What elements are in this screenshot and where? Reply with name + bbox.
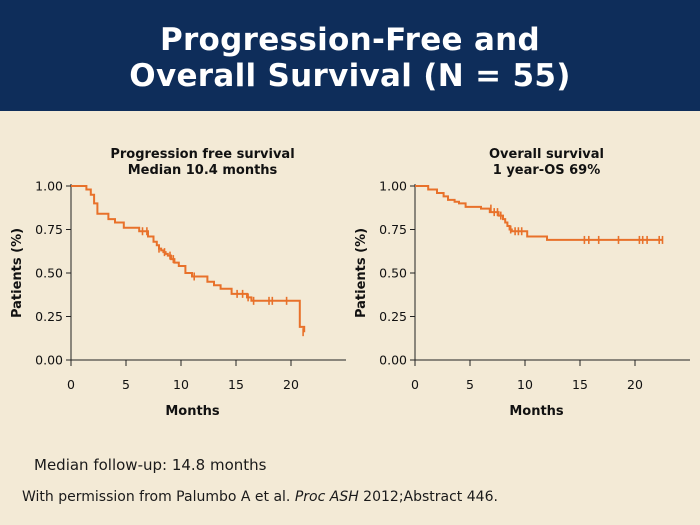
os-y-axis-label: Patients (%) <box>354 228 369 318</box>
pfs-chart-subtitle: Median 10.4 months <box>128 163 278 178</box>
pfs-x-tick-label: 10 <box>173 377 189 392</box>
os-x-axis-label: Months <box>509 404 564 419</box>
slide-title-line-2: Overall Survival (N = 55) <box>129 58 571 94</box>
median-followup-note: Median follow-up: 14.8 months <box>34 456 267 474</box>
pfs-x-tick-label: 15 <box>228 377 244 392</box>
citation-suffix: 2012;Abstract 446. <box>358 489 498 505</box>
pfs-x-tick-label: 0 <box>67 377 75 392</box>
slide-title-line-1: Progression-Free and <box>159 22 541 58</box>
os-x-tick-label: 0 <box>411 377 419 392</box>
citation-journal: Proc ASH <box>294 489 359 505</box>
os-x-tick-label: 10 <box>517 377 533 392</box>
os-x-tick-label: 15 <box>572 377 588 392</box>
pfs-y-tick-label: 1.00 <box>35 179 63 194</box>
os-x-tick-label: 20 <box>627 377 643 392</box>
pfs-x-axis-label: Months <box>165 404 220 419</box>
os-y-tick-label: 1.00 <box>379 179 407 194</box>
pfs-y-tick-label: 0.00 <box>35 353 63 368</box>
citation-prefix: With permission from Palumbo A et al. <box>22 489 295 505</box>
os-y-tick-label: 0.75 <box>379 222 407 237</box>
pfs-y-axis-label: Patients (%) <box>10 228 25 318</box>
os-x-tick-label: 5 <box>466 377 474 392</box>
os-chart-subtitle: 1 year-OS 69% <box>493 163 601 178</box>
os-y-tick-label: 0.50 <box>379 266 407 281</box>
os-y-tick-label: 0.00 <box>379 353 407 368</box>
pfs-x-tick-label: 5 <box>122 377 130 392</box>
pfs-y-tick-label: 0.75 <box>35 222 63 237</box>
slide-header: Progression-Free and Overall Survival (N… <box>0 0 700 111</box>
os-y-tick-label: 0.25 <box>379 309 407 324</box>
citation-note: With permission from Palumbo A et al. Pr… <box>22 489 498 505</box>
pfs-chart-title: Progression free survival <box>110 147 294 162</box>
pfs-x-tick-label: 20 <box>283 377 299 392</box>
pfs-y-tick-label: 0.50 <box>35 266 63 281</box>
pfs-y-tick-label: 0.25 <box>35 309 63 324</box>
os-survival-curve <box>415 185 663 241</box>
os-chart-title: Overall survival <box>489 147 604 162</box>
pfs-survival-curve <box>71 185 306 333</box>
